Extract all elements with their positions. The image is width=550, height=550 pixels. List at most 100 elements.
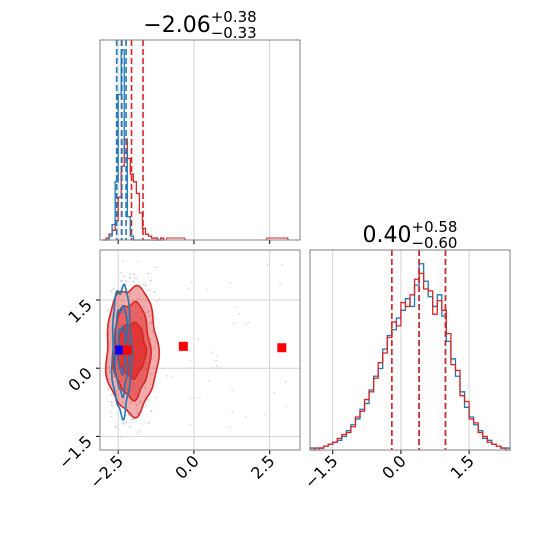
hist-series-0 <box>103 138 165 241</box>
sample-point <box>120 271 122 274</box>
marker-square-1 <box>122 345 132 355</box>
sample-point <box>207 379 210 382</box>
sample-point <box>121 259 124 262</box>
sample-point <box>128 295 131 298</box>
sample-point <box>132 418 135 421</box>
sample-point <box>145 405 147 408</box>
x-tick-label: 2.5 <box>247 451 278 482</box>
sample-point <box>125 421 128 424</box>
sample-point <box>148 288 151 291</box>
sample-point <box>109 411 112 414</box>
sample-point <box>138 430 141 433</box>
sample-point <box>281 263 284 266</box>
sample-point <box>150 338 152 341</box>
sample-point <box>125 280 128 282</box>
sample-point <box>109 372 111 374</box>
sample-point <box>122 401 125 404</box>
sample-point <box>130 411 133 414</box>
sample-point <box>197 338 200 340</box>
sample-point <box>209 435 212 438</box>
sample-point <box>188 397 191 400</box>
hist-series-1 <box>310 272 510 451</box>
joint-scatter-panel: −2.5 0.0 2.5 −1.5 0.0 1.5 <box>55 249 301 492</box>
title-param1-lower: −0.33 <box>211 24 257 42</box>
title-param2-value: 0.40 <box>363 223 412 248</box>
sample-point <box>198 397 201 400</box>
sample-point <box>120 436 123 438</box>
hist-series-1 <box>103 49 164 241</box>
sample-point <box>153 291 156 294</box>
sample-point <box>110 401 113 403</box>
sample-point <box>231 388 234 391</box>
marginal-histogram-param2: −1.5 0.0 1.5 <box>301 249 511 492</box>
sample-point <box>135 404 138 407</box>
sample-point <box>146 311 149 314</box>
sample-point <box>147 310 150 313</box>
title-param2-lower: −0.60 <box>411 234 457 252</box>
sample-point <box>190 281 193 284</box>
x-tick-label: 0.0 <box>378 451 409 482</box>
sample-point <box>155 266 158 268</box>
sample-point <box>247 321 250 324</box>
sample-point <box>107 388 110 391</box>
sample-point <box>143 283 146 286</box>
sample-point <box>206 288 208 291</box>
hist-series-0 <box>309 263 511 451</box>
sample-point <box>149 373 152 375</box>
marker-square-3 <box>277 343 287 353</box>
sample-point <box>245 323 248 326</box>
sample-point <box>122 422 125 424</box>
panel-frame <box>309 249 511 451</box>
sample-point <box>128 425 131 428</box>
sample-point <box>273 391 276 394</box>
sample-point <box>210 351 213 354</box>
sample-point <box>228 426 231 428</box>
blue-contour-level-2 <box>111 283 134 421</box>
sample-point <box>234 305 236 308</box>
sample-point <box>128 414 130 417</box>
sample-point <box>110 393 113 396</box>
sample-point <box>144 284 147 287</box>
title-param1-value: −2.06 <box>143 13 210 38</box>
sample-point <box>154 396 157 399</box>
title-param2: 0.40+0.58 −0.60 <box>363 218 458 252</box>
panel-frame <box>99 39 301 241</box>
sample-point <box>147 421 150 424</box>
sample-point <box>147 272 150 275</box>
y-tick-label: 1.5 <box>64 295 95 326</box>
panel-frame <box>99 249 301 451</box>
sample-point <box>266 263 269 266</box>
marker-square-2 <box>178 341 188 351</box>
x-tick-label: −1.5 <box>301 451 342 492</box>
sample-point <box>107 378 110 381</box>
sample-point <box>193 397 196 399</box>
sample-point <box>231 411 234 414</box>
sample-point <box>279 283 282 286</box>
sample-point <box>129 292 131 295</box>
sample-point <box>238 313 240 315</box>
sample-point <box>132 280 135 283</box>
sample-point <box>215 365 218 368</box>
sample-point <box>144 386 147 389</box>
sample-point <box>137 298 140 300</box>
sample-point <box>110 404 113 406</box>
sample-point <box>187 287 190 290</box>
sample-point <box>110 290 113 293</box>
sample-point <box>244 416 247 418</box>
sample-point <box>133 273 135 276</box>
sample-point <box>110 415 113 418</box>
sample-point <box>189 423 192 426</box>
marker-square-0 <box>115 345 125 355</box>
hist-outlier-1 <box>266 237 289 240</box>
sample-point <box>146 398 149 401</box>
sample-point <box>153 340 156 343</box>
marginal-histogram-param1 <box>99 39 301 244</box>
sample-point <box>121 300 124 302</box>
sample-point <box>107 309 109 312</box>
sample-point <box>263 413 266 416</box>
hist-outlier-0 <box>166 237 186 240</box>
y-tick-label: 0.0 <box>64 364 95 395</box>
sample-point <box>183 339 186 342</box>
sample-point <box>136 433 139 436</box>
x-tick-label: 1.5 <box>446 451 477 482</box>
